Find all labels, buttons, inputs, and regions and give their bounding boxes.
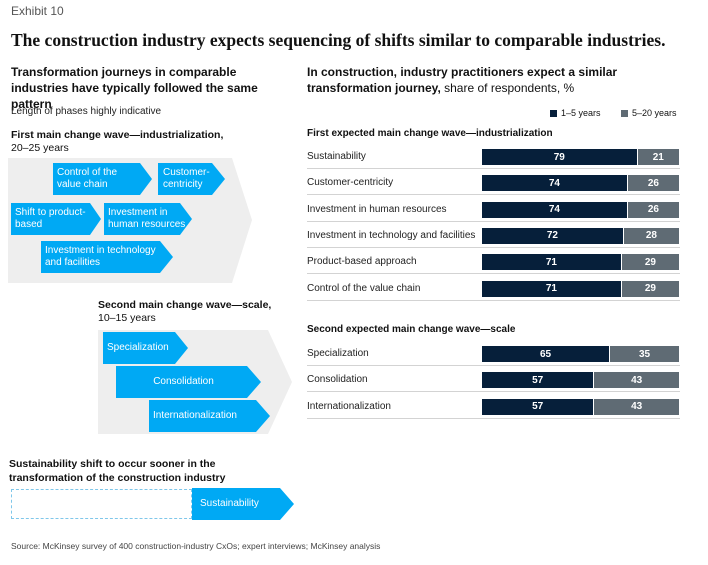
technology-label: Investment in technology and facilities (45, 245, 156, 268)
bar-segment-long-term: 26 (627, 175, 679, 192)
row-divider (307, 194, 680, 196)
group-title: Second expected main change wave—scale (307, 324, 516, 335)
bar-segment-short-term: 72 (482, 227, 623, 244)
legend-label-short: 1–5 years (561, 108, 601, 118)
bar-segment-short-term: 57 (482, 372, 594, 389)
technology-chevron (41, 241, 173, 273)
legend-item-long: 5–20 years (621, 108, 677, 118)
legend-swatch-short (550, 109, 557, 117)
category-label: Customer-centricity (307, 177, 394, 189)
bar-segment-long-term: 26 (627, 201, 679, 218)
row-divider (307, 273, 680, 275)
bar-segment-long-term: 29 (621, 280, 679, 297)
row-divider (307, 299, 680, 301)
wave1-title: First main change wave—industrialization… (11, 129, 223, 155)
customer-centricity-chevron (158, 163, 225, 195)
category-label: Specialization (307, 348, 369, 359)
right-heading-bold: In construction, industry practitioners … (307, 65, 618, 95)
row-divider (307, 246, 680, 248)
exhibit-label: Exhibit 10 (11, 4, 64, 18)
product-based-label: Shift to product-based (15, 207, 86, 230)
row-divider (307, 365, 680, 366)
left-heading: Transformation journeys in comparable in… (11, 65, 258, 111)
bar-segment-short-term: 71 (482, 280, 621, 297)
bar-segment-short-term: 57 (482, 398, 594, 415)
category-label: Investment in human resources (307, 203, 447, 215)
category-label: Sustainability (307, 151, 366, 162)
consolidation-chevron (116, 366, 261, 398)
product-based-chevron (11, 203, 101, 235)
left-subheading: Length of phases highly indicative (11, 106, 162, 117)
value-chain-chevron (53, 163, 152, 195)
legend-item-short: 1–5 years (550, 108, 601, 118)
row-divider (307, 168, 680, 169)
right-heading: In construction, industry practitioners … (307, 64, 637, 96)
row-divider (307, 391, 680, 393)
sustainability-label: Sustainability (200, 498, 259, 509)
sustainability-chevron (192, 488, 294, 520)
internationalization-label: Internationalization (153, 410, 237, 421)
bar-segment-long-term: 43 (594, 398, 679, 415)
page-title: The construction industry expects sequen… (11, 30, 666, 50)
value-chain-label: Control of the value chain (57, 167, 118, 190)
legend-label-long: 5–20 years (632, 108, 677, 118)
bar-segment-long-term: 29 (621, 254, 679, 271)
category-label: Product-based approach (307, 256, 417, 268)
sustainability-dashed-box (11, 489, 192, 519)
wave2-title: Second main change wave—scale, 10–15 yea… (98, 299, 271, 325)
specialization-chevron (103, 332, 188, 364)
legend-swatch-long (621, 109, 628, 117)
bar-segment-long-term: 28 (623, 227, 679, 244)
bar-segment-long-term: 43 (594, 372, 679, 389)
human-resources-label: Investment in human resources (108, 207, 186, 230)
internationalization-chevron (149, 400, 270, 432)
row-divider (307, 220, 680, 222)
specialization-label: Specialization (107, 342, 169, 353)
wave2-title-text: Second main change wave—scale, (98, 299, 272, 311)
bar-segment-short-term: 71 (482, 254, 621, 271)
customer-centricity-label: Customer-centricity (163, 167, 210, 190)
consolidation-label: Consolidation (153, 376, 214, 387)
wave2-years: 10–15 years (98, 312, 156, 324)
group-title: First expected main change wave—industri… (307, 128, 553, 139)
wave1-title-text: First main change wave—industrialization… (11, 129, 224, 141)
bar-segment-short-term: 79 (482, 149, 637, 165)
bar-segment-short-term: 65 (482, 346, 610, 362)
sustainability-title: Sustainability shift to occur sooner in … (9, 458, 226, 484)
bar-segment-long-term: 21 (637, 149, 679, 165)
category-label: Control of the value chain (307, 282, 421, 294)
right-heading-normal: share of respondents, % (440, 81, 575, 95)
bar-segment-short-term: 74 (482, 175, 627, 192)
category-label: Internationalization (307, 400, 391, 412)
wave1-years: 20–25 years (11, 142, 69, 154)
bar-segment-long-term: 35 (610, 346, 679, 362)
source-note: Source: McKinsey survey of 400 construct… (11, 541, 381, 551)
bar-segment-short-term: 74 (482, 201, 627, 218)
category-label: Consolidation (307, 374, 368, 386)
human-resources-chevron (104, 203, 192, 235)
row-divider (307, 417, 680, 419)
category-label: Investment in technology and facilities (307, 229, 476, 241)
